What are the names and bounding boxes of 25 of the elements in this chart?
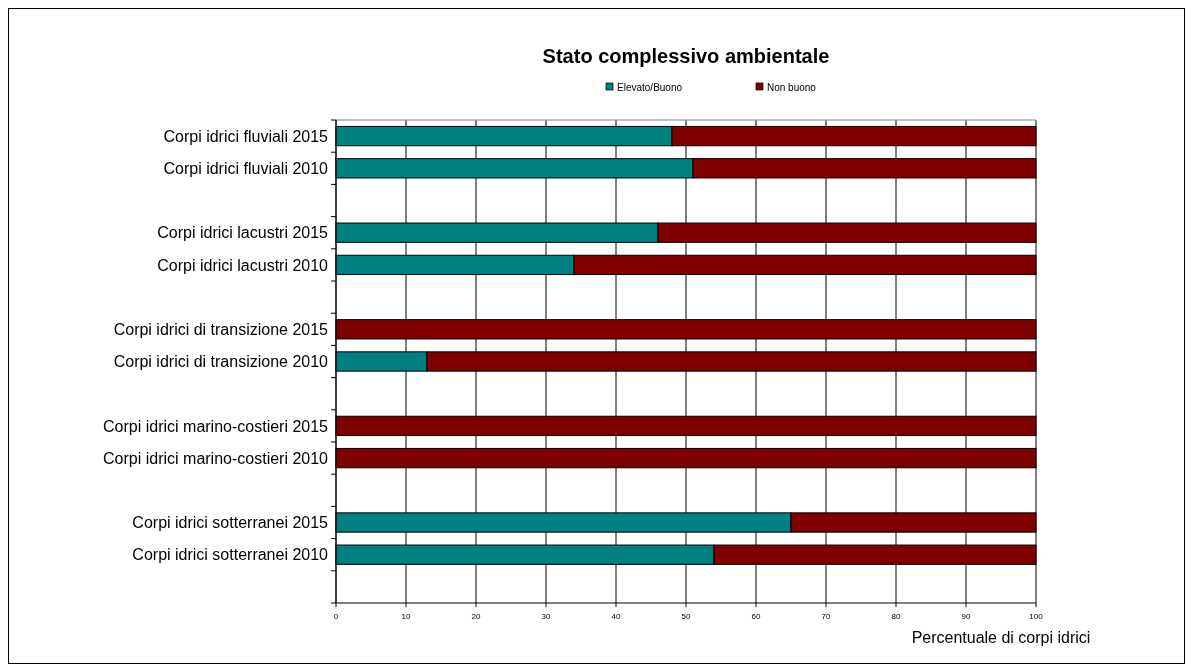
x-tick-label: 100 <box>1029 612 1044 621</box>
x-tick-label: 80 <box>891 612 901 621</box>
y-tick-label: Corpi idrici sotterranei 2010 <box>132 546 329 564</box>
x-tick-label: 70 <box>821 612 831 621</box>
y-tick-label: Corpi idrici fluviali 2010 <box>163 159 329 177</box>
x-axis-title: Percentuale di corpi idrici <box>911 629 1091 646</box>
y-tick-label: Corpi idrici sotterranei 2015 <box>132 514 329 532</box>
x-tick-label: 20 <box>471 612 481 621</box>
y-tick-label: Corpi idrici di transizione 2015 <box>113 320 329 338</box>
y-tick-label: Corpi idrici di transizione 2010 <box>113 353 329 371</box>
x-tick-label: 50 <box>681 612 691 621</box>
chart-title: Stato complessivo ambientale <box>542 45 830 67</box>
y-tick-label: Corpi idrici marino-costieri 2010 <box>103 449 329 467</box>
legend-label: Non buono <box>767 82 817 93</box>
legend-label: Elevato/Buono <box>617 82 683 93</box>
x-tick-label: 40 <box>611 612 621 621</box>
y-tick-label: Corpi idrici marino-costieri 2015 <box>103 417 329 435</box>
x-tick-label: 90 <box>961 612 971 621</box>
x-tick-label: 60 <box>751 612 761 621</box>
x-tick-label: 0 <box>333 612 339 621</box>
y-tick-label: Corpi idrici lacustri 2015 <box>157 224 329 242</box>
x-tick-label: 10 <box>401 612 411 621</box>
y-tick-label: Corpi idrici lacustri 2010 <box>157 256 329 274</box>
x-tick-label: 30 <box>541 612 551 621</box>
y-tick-label: Corpi idrici fluviali 2015 <box>163 127 329 145</box>
